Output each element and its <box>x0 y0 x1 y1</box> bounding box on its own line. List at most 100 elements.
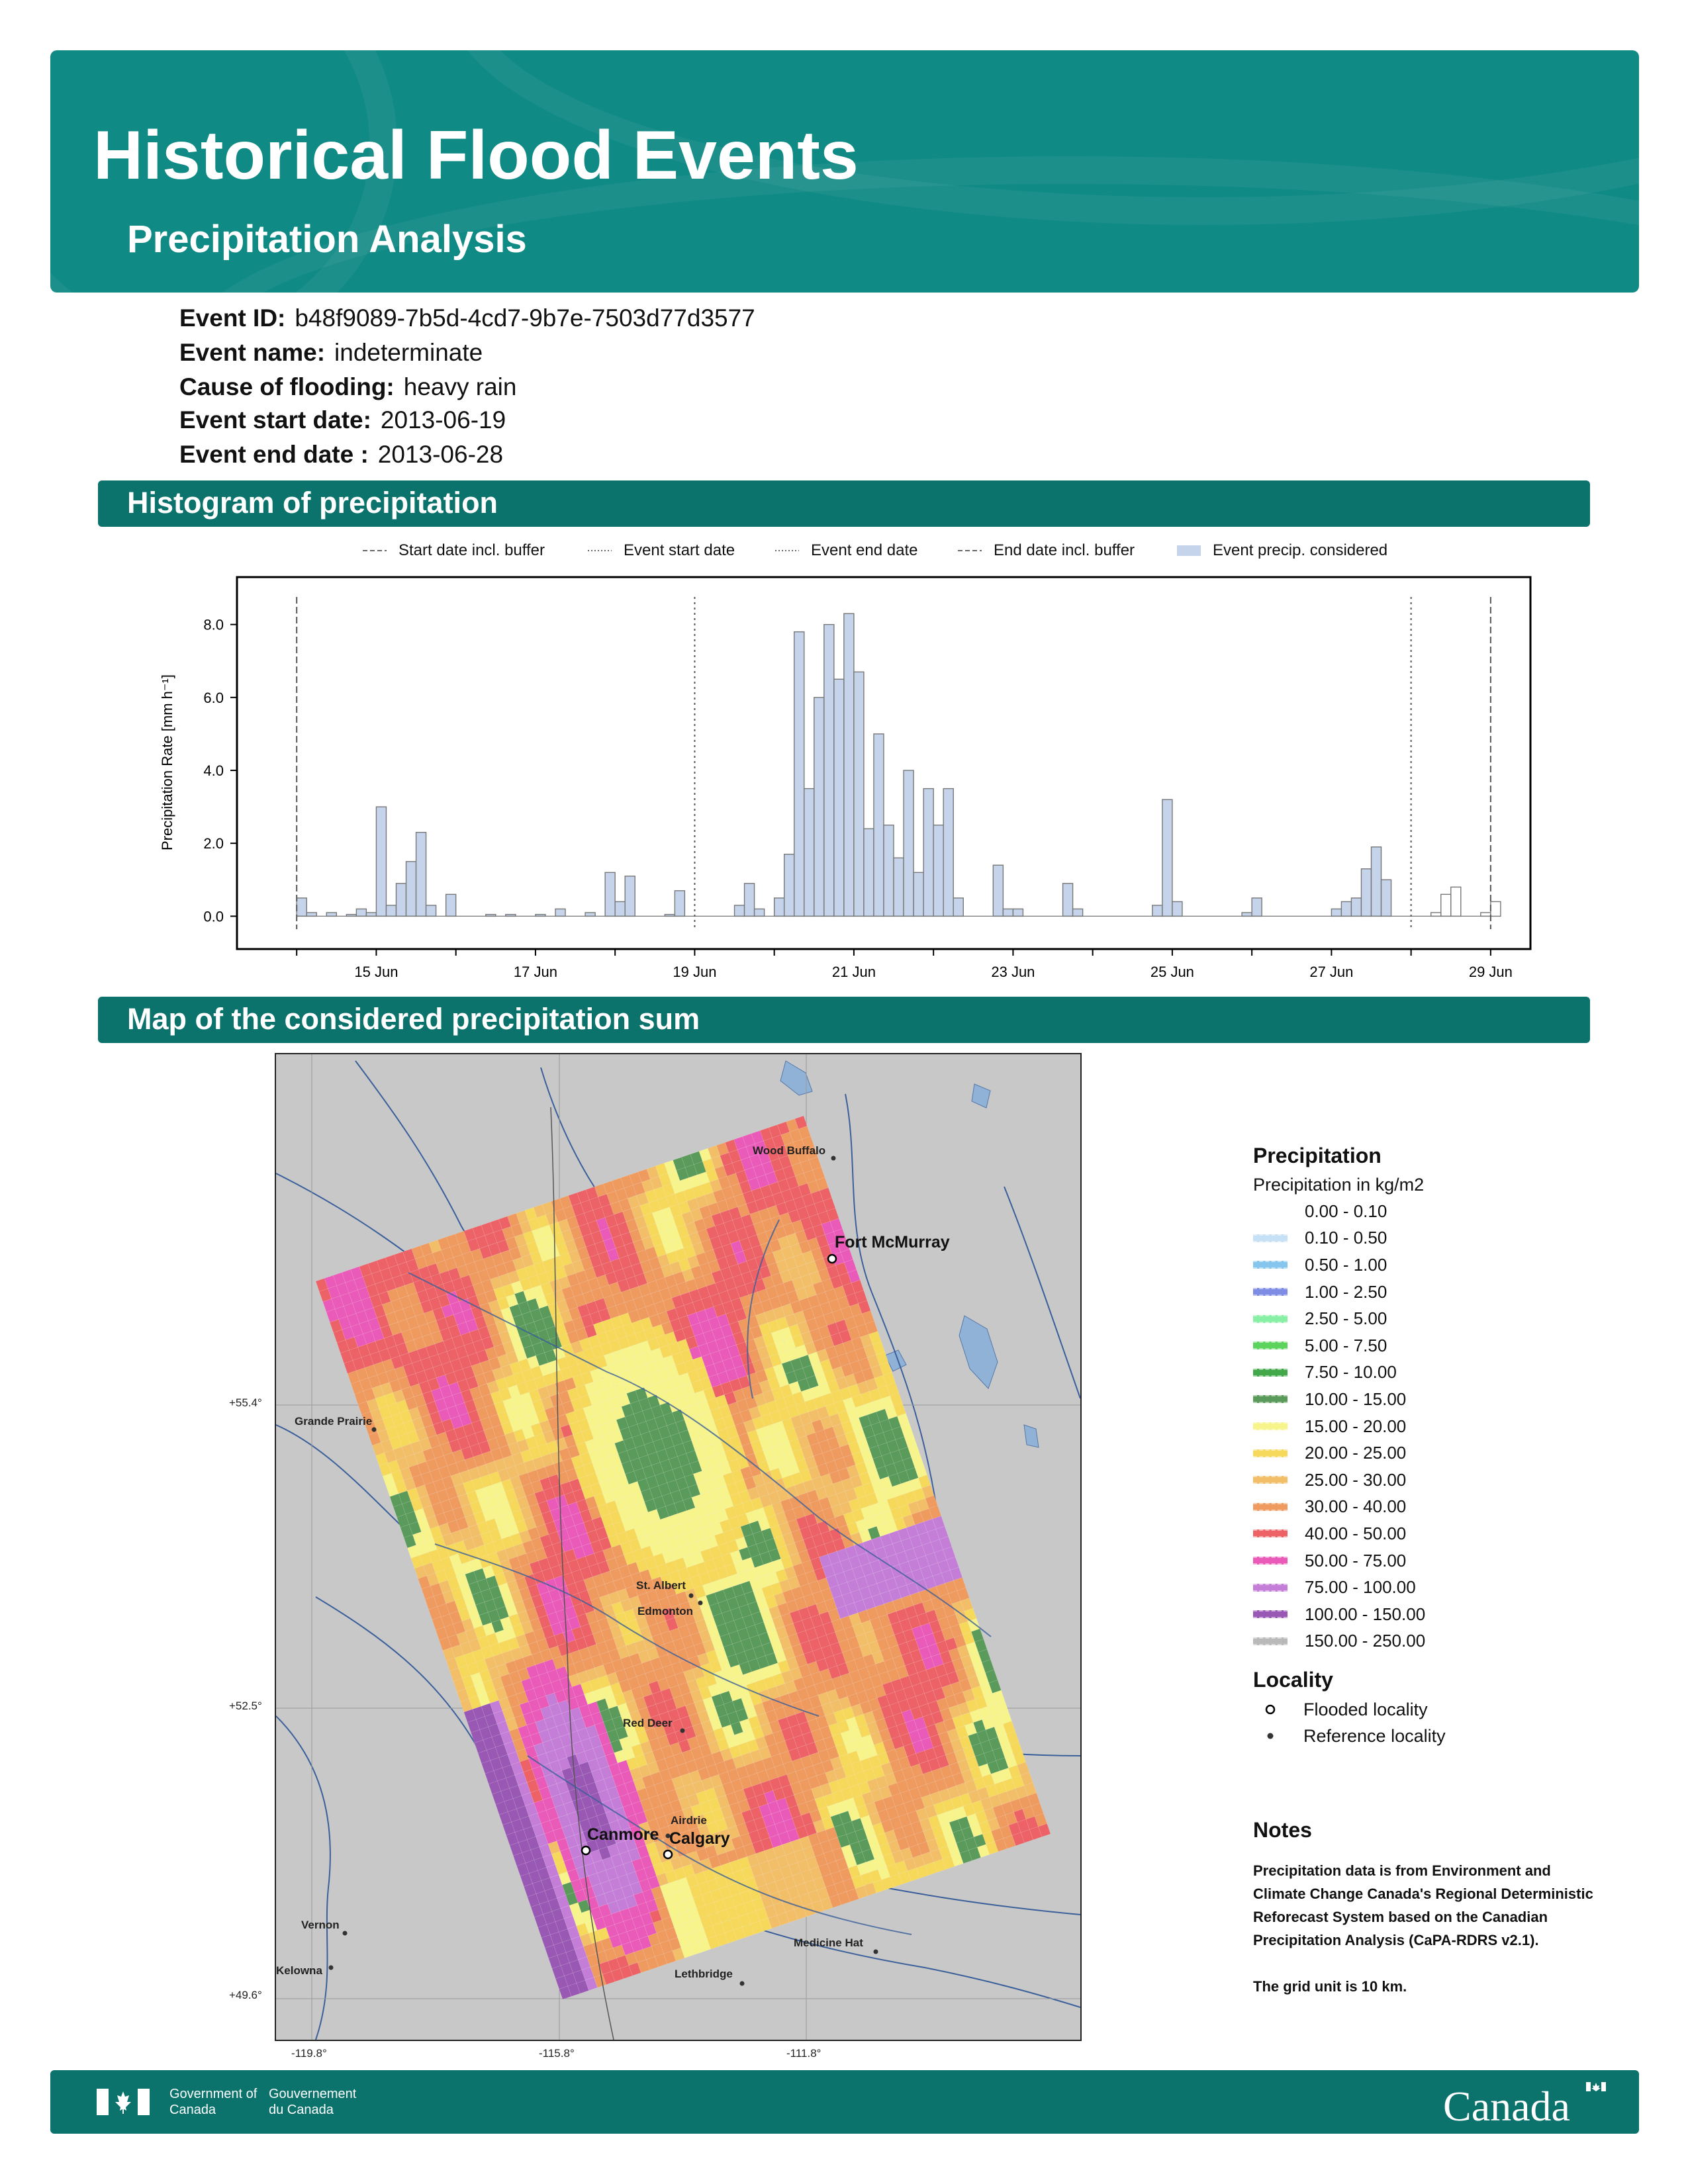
label-edmonton: Edmonton <box>637 1605 694 1617</box>
class-swatch <box>1253 1288 1288 1297</box>
label-wood-buffalo: Wood Buffalo <box>753 1144 826 1157</box>
precip-bar <box>853 671 865 917</box>
lake <box>971 1083 991 1109</box>
fill-swatch <box>1177 545 1201 556</box>
precip-bar <box>753 908 765 917</box>
lake <box>780 1060 813 1096</box>
canada-wordmark: Canada <box>1443 2083 1570 2130</box>
reference-locality-marker <box>831 1156 836 1161</box>
label-vernon: Vernon <box>301 1919 340 1931</box>
precip-bar <box>783 854 795 917</box>
precip-bar <box>604 872 616 917</box>
precipitation-histogram: 0.0 2.0 4.0 6.0 8.0 15 Jun 17 Jun 19 Jun 21 Jun 2… <box>159 576 1532 980</box>
class-label: 0.00 - 0.10 <box>1305 1201 1387 1221</box>
label-fort-mcmurray: Fort McMurray <box>835 1233 950 1251</box>
precip-bar <box>893 857 904 917</box>
label-lethbridge: Lethbridge <box>675 1968 733 1980</box>
event-name-value: indeterminate <box>334 339 483 366</box>
precip-bar <box>1380 879 1392 917</box>
cause-row: Cause of flooding: heavy rain <box>179 373 516 401</box>
precip-bar <box>1251 897 1262 917</box>
river <box>845 1093 939 1518</box>
locality-legend-title: Locality <box>1253 1668 1333 1692</box>
precip-bar <box>445 893 457 917</box>
class-label: 150.00 - 250.00 <box>1305 1631 1426 1651</box>
class-swatch <box>1253 1610 1288 1619</box>
precip-bar <box>1162 799 1173 917</box>
class-label: 40.00 - 50.00 <box>1305 1523 1407 1543</box>
label-st-albert: St. Albert <box>636 1579 686 1592</box>
page-subtitle: Precipitation Analysis <box>127 218 527 261</box>
label-kelowna: Kelowna <box>276 1964 322 1977</box>
precipitation-grid <box>315 1115 1051 2000</box>
event-name-label: Event name: <box>179 339 326 366</box>
precip-bar <box>923 788 934 917</box>
dotted-line-swatch <box>775 550 799 551</box>
class-swatch <box>1253 1234 1288 1242</box>
precip-bar <box>1002 908 1014 917</box>
precip-class-row: 5.00 - 7.50 <box>1253 1332 1597 1359</box>
gov-en-text: Government of Canada <box>169 2087 258 2117</box>
dashed-line-swatch <box>363 550 387 551</box>
reference-locality-marker <box>680 1728 685 1733</box>
precip-class-row: 50.00 - 75.00 <box>1253 1547 1597 1574</box>
class-label: 0.50 - 1.00 <box>1305 1254 1387 1275</box>
class-swatch <box>1253 1476 1288 1484</box>
class-swatch <box>1253 1314 1288 1323</box>
x-tick-label: 25 Jun <box>1150 964 1194 980</box>
reference-locality-marker <box>688 1593 694 1598</box>
end-date-value: 2013-06-28 <box>377 441 504 468</box>
flooded-locality-marker <box>581 1845 591 1856</box>
precip-bar <box>1072 908 1084 917</box>
flooded-locality-legend: Flooded locality <box>1253 1696 1597 1723</box>
precip-bar <box>1062 883 1074 917</box>
x-tick-label: 17 Jun <box>514 964 557 980</box>
river <box>1004 1186 1080 1399</box>
lake <box>884 1349 907 1372</box>
dotted-line-swatch <box>588 550 612 551</box>
label-grande-prairie: Grande Prairie <box>295 1415 373 1428</box>
cause-value: heavy rain <box>403 373 517 400</box>
precip-class-row: 10.00 - 15.00 <box>1253 1386 1597 1413</box>
x-tick-label: 15 Jun <box>354 964 398 980</box>
class-label: 50.00 - 75.00 <box>1305 1550 1407 1570</box>
reference-locality-marker <box>328 1965 334 1970</box>
class-swatch <box>1253 1261 1288 1269</box>
x-tick-label: 27 Jun <box>1309 964 1353 980</box>
precip-class-row: 0.00 - 0.10 <box>1253 1198 1597 1225</box>
precip-bar <box>375 806 387 917</box>
x-tick-label: 21 Jun <box>832 964 876 980</box>
lat-label: +49.6° <box>229 1989 262 2001</box>
precip-bar <box>365 912 377 917</box>
class-label: 25.00 - 30.00 <box>1305 1469 1407 1490</box>
cause-label: Cause of flooding: <box>179 373 395 400</box>
y-tick-label: 2.0 <box>203 835 224 852</box>
precip-bar <box>814 697 825 917</box>
precip-bar <box>794 631 805 917</box>
class-swatch <box>1253 1529 1288 1538</box>
river <box>276 1715 331 2040</box>
precip-class-row: 1.00 - 2.50 <box>1253 1279 1597 1306</box>
event-id-value: b48f9089-7b5d-4cd7-9b7e-7503d77d3577 <box>295 304 755 332</box>
precip-bar <box>395 883 407 917</box>
precip-bar <box>1370 846 1382 917</box>
class-swatch <box>1253 1207 1288 1216</box>
precip-class-row: 2.50 - 5.00 <box>1253 1305 1597 1332</box>
precip-class-row: 25.00 - 30.00 <box>1253 1467 1597 1494</box>
legend-label: Start date incl. buffer <box>399 541 545 559</box>
canada-flag-icon <box>97 2089 150 2115</box>
class-label: 30.00 - 40.00 <box>1305 1496 1407 1517</box>
precip-bar <box>326 912 338 917</box>
class-label: 100.00 - 150.00 <box>1305 1604 1426 1624</box>
precip-class-row: 15.00 - 20.00 <box>1253 1413 1597 1440</box>
lon-label: -115.8° <box>539 2047 575 2060</box>
precip-bar <box>773 897 785 917</box>
precip-bar <box>555 908 566 917</box>
class-swatch <box>1253 1342 1288 1350</box>
precip-bar <box>933 824 944 917</box>
class-swatch <box>1253 1449 1288 1457</box>
precip-bar <box>1172 901 1183 917</box>
precip-bar <box>873 733 884 917</box>
class-swatch <box>1253 1502 1288 1511</box>
x-tick-label: 29 Jun <box>1469 964 1513 980</box>
